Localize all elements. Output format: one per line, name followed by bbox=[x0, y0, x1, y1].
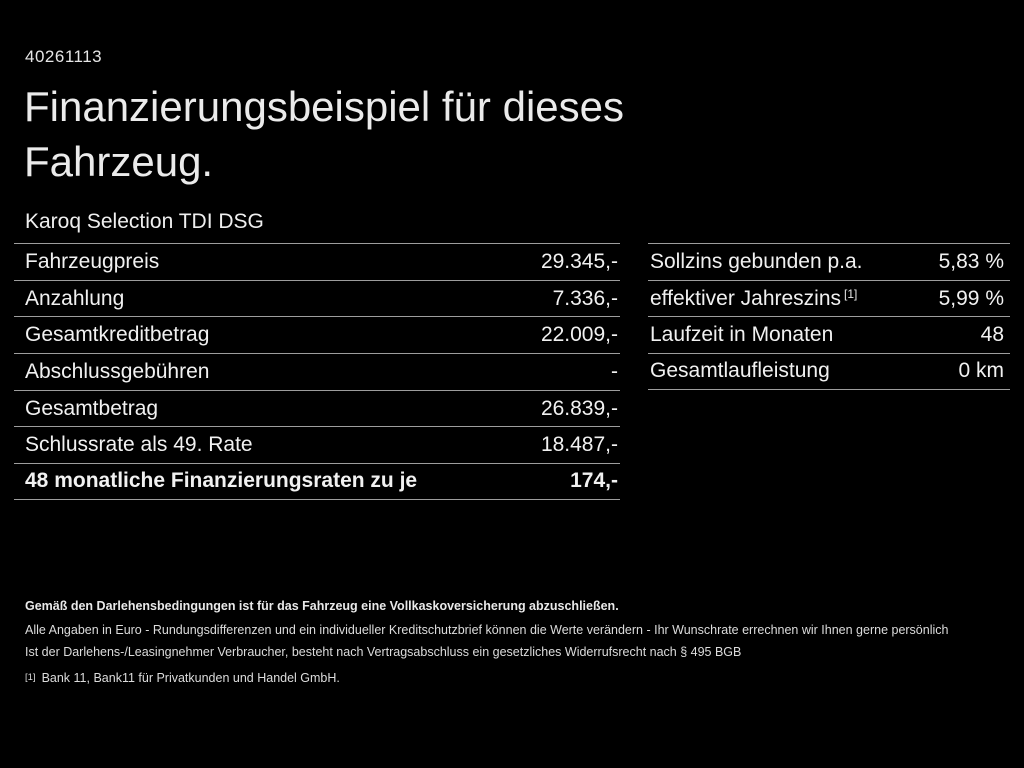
table-row-abschlussgebuehren: Abschlussgebühren - bbox=[14, 353, 620, 390]
table-row-monatsrate: 48 monatliche Finanzierungsraten zu je 1… bbox=[14, 463, 620, 500]
table-row-sollzins: Sollzins gebunden p.a. 5,83 % bbox=[648, 243, 1010, 280]
row-value: 174,- bbox=[570, 469, 618, 493]
row-label: Fahrzeugpreis bbox=[25, 249, 160, 273]
row-value: 29.345,- bbox=[540, 249, 618, 273]
table-row-effektiver-jahreszins: effektiver Jahreszins [1] 5,99 % bbox=[648, 279, 1010, 317]
page-title-line2: Fahrzeug. bbox=[24, 138, 214, 185]
row-value: 5,99 % bbox=[938, 286, 1004, 310]
table-row-anzahlung: Anzahlung 7.336,- bbox=[14, 279, 620, 317]
disclaimer-insurance: Gemäß den Darlehensbedingungen ist für d… bbox=[25, 599, 619, 613]
row-value: 5,83 % bbox=[938, 249, 1004, 273]
row-value: 0 km bbox=[958, 359, 1004, 383]
row-label: 48 monatliche Finanzierungsraten zu je bbox=[25, 469, 418, 493]
row-label: Gesamtlaufleistung bbox=[650, 359, 830, 383]
row-value: 26.839,- bbox=[540, 396, 618, 420]
row-label: Gesamtbetrag bbox=[25, 396, 159, 420]
row-value: 48 bbox=[980, 323, 1004, 347]
bank-footnote: [1] Bank 11, Bank11 für Privatkunden und … bbox=[25, 671, 1004, 687]
vehicle-model-name: Karoq Selection TDI DSG bbox=[25, 210, 264, 233]
financing-amounts-table: Fahrzeugpreis 29.345,- Anzahlung 7.336,-… bbox=[14, 243, 620, 500]
disclaimer-widerrufsrecht: Ist der Darlehens-/Leasingnehmer Verbrau… bbox=[25, 645, 742, 659]
financing-conditions-table: Sollzins gebunden p.a. 5,83 % effektiver… bbox=[648, 243, 1010, 390]
row-label: Laufzeit in Monaten bbox=[650, 323, 834, 347]
footnote-text: Bank 11, Bank11 für Privatkunden und Han… bbox=[41, 671, 340, 685]
page-title-line1: Finanzierungsbeispiel für dieses bbox=[24, 83, 624, 130]
offer-number: 40261113 bbox=[25, 47, 103, 66]
table-row-fahrzeugpreis: Fahrzeugpreis 29.345,- bbox=[14, 243, 620, 280]
table-row-gesamtlaufleistung: Gesamtlaufleistung 0 km bbox=[648, 353, 1010, 390]
row-label: Schlussrate als 49. Rate bbox=[25, 433, 253, 457]
disclaimer-euro-values: Alle Angaben in Euro - Rundungsdifferenz… bbox=[25, 623, 949, 637]
legal-disclaimer-footer: Gemäß den Darlehensbedingungen ist für d… bbox=[25, 599, 1004, 694]
page-title: Finanzierungsbeispiel für dieses Fahrzeu… bbox=[24, 79, 624, 189]
table-row-gesamtbetrag: Gesamtbetrag 26.839,- bbox=[14, 389, 620, 427]
footnote-reference-mark: [1] bbox=[844, 286, 858, 301]
footnote-marker: [1] bbox=[25, 672, 36, 683]
table-row-schlussrate: Schlussrate als 49. Rate 18.487,- bbox=[14, 426, 620, 463]
row-label: Sollzins gebunden p.a. bbox=[650, 249, 863, 273]
table-row-laufzeit: Laufzeit in Monaten 48 bbox=[648, 316, 1010, 353]
row-value: 22.009,- bbox=[540, 323, 618, 347]
row-label-text: effektiver Jahreszins bbox=[650, 286, 842, 310]
row-label: Anzahlung bbox=[25, 286, 125, 310]
row-value: 18.487,- bbox=[540, 433, 618, 457]
row-label: effektiver Jahreszins [1] bbox=[650, 287, 857, 311]
row-label: Abschlussgebühren bbox=[25, 359, 210, 383]
row-value: 7.336,- bbox=[552, 286, 618, 310]
row-value: - bbox=[611, 359, 618, 383]
row-label: Gesamtkreditbetrag bbox=[25, 323, 210, 347]
table-row-gesamtkreditbetrag: Gesamtkreditbetrag 22.009,- bbox=[14, 316, 620, 353]
